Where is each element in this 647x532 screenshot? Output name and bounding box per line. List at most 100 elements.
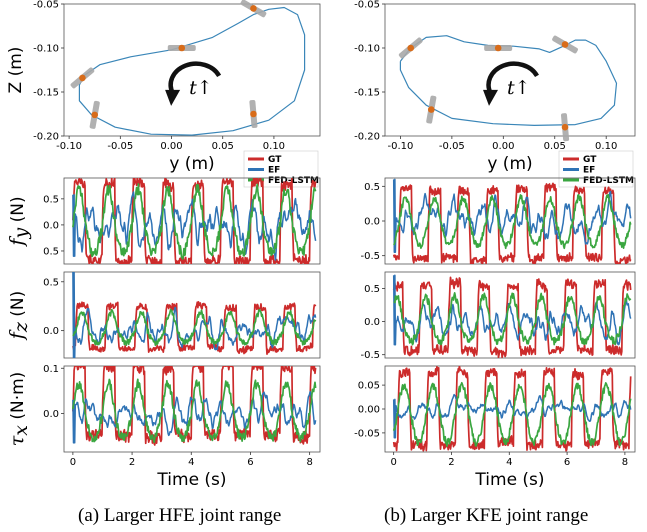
series-fed-lstm-line [72, 378, 317, 444]
y-axis-label: τx (N·m) [6, 372, 32, 447]
force-plot-a: 0.1 0.0 0 2 4 6 8 Time (s) τx (N·m) [6, 364, 321, 490]
y-axis-label: fy (N) [6, 196, 32, 247]
y-tick-label: -0.15 [354, 88, 380, 99]
x-tick-label: -0.05 [107, 141, 133, 152]
y-axis-label: Z (m) [6, 47, 26, 94]
series-fed-lstm-line [72, 183, 317, 260]
y-tick-label: -0.10 [354, 44, 380, 55]
joint-marker [561, 41, 569, 48]
y-tick-label: -0.05 [33, 0, 59, 11]
series-gt-line [72, 301, 317, 355]
x-tick-label: 0 [70, 457, 76, 468]
arrowhead-icon [165, 89, 181, 106]
series-fed-lstm-line [393, 292, 632, 346]
x-tick-label: 6 [247, 457, 253, 468]
x-axis-label: Time (s) [474, 470, 544, 490]
joint-marker [250, 110, 257, 118]
arrowhead-icon [483, 89, 498, 106]
x-tick-label: 4 [188, 457, 194, 468]
y-tick-label: 0.00 [358, 405, 380, 416]
force-plot-b: 0.5 0.0 -0.5 [360, 177, 636, 265]
y-tick-label: -0.15 [33, 88, 59, 99]
axes-frame [63, 365, 321, 453]
y-tick-label: -0.05 [354, 0, 380, 11]
joint-marker [178, 44, 186, 52]
y-tick-label: 0.5 [364, 182, 380, 193]
y-tick-label: -0.20 [354, 132, 380, 143]
x-tick-label: 0.00 [492, 141, 514, 152]
y-tick-label: -0.5 [360, 251, 380, 262]
legend-label: EF [268, 166, 280, 176]
y-tick-label: -0.5 [360, 350, 380, 361]
x-tick-label: 4 [506, 457, 512, 468]
y-tick-label: -0.05 [354, 428, 380, 439]
force-plot-a: 0.5 0.0 fz (N) [6, 271, 321, 359]
x-tick-label: 0.10 [595, 141, 617, 152]
y-tick-label: 0.0 [364, 317, 380, 328]
legend-label: GT [583, 155, 597, 165]
y-tick-label: -0.10 [33, 44, 59, 55]
x-tick-label: 8 [622, 457, 628, 468]
legend-label: GT [268, 155, 282, 165]
caption-a: (a) Larger HFE joint range [78, 505, 281, 526]
time-annotation: t↑ [189, 77, 213, 99]
x-tick-label: 2 [129, 457, 135, 468]
axes-frame [384, 271, 636, 359]
axes-frame [63, 3, 321, 137]
x-tick-label: 0.05 [544, 141, 566, 152]
foot-trajectory-line [399, 35, 618, 126]
caption-b: (b) Larger KFE joint range [384, 505, 588, 526]
trajectory-plot-a: -0.10 -0.05 0.00 0.05 0.10 -0.05 -0.10 -0.15 -0.… [6, 0, 321, 174]
y-tick-label: 0.0 [43, 409, 59, 420]
joint-marker [494, 44, 502, 52]
force-plot-b: 0.05 0.00 -0.05 0 2 4 6 8 Time (s) [354, 365, 636, 490]
series-fed-lstm-line [392, 381, 632, 447]
x-tick-label: 2 [448, 457, 454, 468]
x-tick-label: -0.10 [387, 141, 413, 152]
series-ef-line [392, 393, 632, 439]
force-plot-a: 0.5 0.0 0.5 fy (N) [6, 177, 321, 265]
y-tick-label: 0.5 [43, 246, 59, 257]
joint-marker [427, 106, 435, 113]
y-tick-label: -0.20 [33, 132, 59, 143]
x-axis-label: Time (s) [156, 470, 226, 490]
x-tick-label: 0.10 [263, 141, 285, 152]
x-tick-label: 0 [390, 457, 396, 468]
force-plot-b: 0.5 0.0 -0.5 [360, 271, 636, 361]
x-tick-label: -0.05 [439, 141, 465, 152]
y-tick-label: 0.05 [358, 381, 380, 392]
y-tick-label: 0.0 [364, 217, 380, 228]
x-axis-label: y (m) [487, 154, 532, 174]
time-annotation: t↑ [507, 77, 531, 99]
y-axis-label: fz (N) [6, 291, 32, 341]
axes-frame [384, 3, 636, 137]
y-tick-label: 0.0 [43, 220, 59, 231]
rotation-arrow-icon [486, 61, 539, 95]
x-tick-label: 6 [564, 457, 570, 468]
trajectory-plot-b: -0.10 -0.05 0.00 0.05 0.10 -0.05 -0.10 -0.15 -0.… [354, 0, 636, 174]
series-fed-lstm-line [72, 308, 317, 347]
x-tick-label: 0.05 [212, 141, 234, 152]
x-tick-label: 8 [306, 457, 312, 468]
y-tick-label: 0.5 [364, 284, 380, 295]
rotation-arrow-icon [168, 61, 222, 95]
joint-marker [561, 123, 569, 131]
legend-label: FED-LSTM [583, 176, 634, 186]
legend-label: FED-LSTM [268, 176, 319, 186]
foot-trajectory-line [78, 6, 306, 136]
series-gt-line [72, 366, 317, 446]
y-tick-label: 0.0 [43, 326, 59, 337]
joint-marker [407, 44, 415, 52]
series-ef-line [392, 178, 632, 253]
joint-marker [250, 5, 257, 12]
joint-marker [79, 74, 86, 82]
axes-frame [63, 271, 321, 359]
joint-marker [91, 111, 99, 119]
x-axis-label: y (m) [169, 154, 214, 174]
series-gt-line [392, 182, 632, 264]
series-gt-line [392, 276, 632, 358]
x-tick-label: 0.00 [160, 141, 182, 152]
